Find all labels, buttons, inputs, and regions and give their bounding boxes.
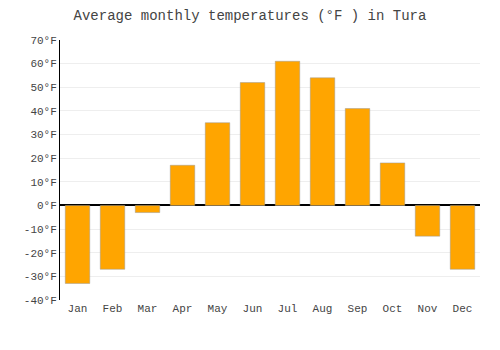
svg-text:30°F: 30°F <box>30 129 56 141</box>
svg-text:Feb: Feb <box>103 303 123 315</box>
svg-text:50°F: 50°F <box>30 82 56 94</box>
svg-text:-20°F: -20°F <box>24 248 57 260</box>
svg-text:Sep: Sep <box>348 303 368 315</box>
svg-text:Jun: Jun <box>243 303 263 315</box>
svg-text:40°F: 40°F <box>30 106 56 118</box>
svg-text:Aug: Aug <box>313 303 333 315</box>
svg-text:60°F: 60°F <box>30 58 56 70</box>
svg-text:-30°F: -30°F <box>24 271 57 283</box>
svg-text:Mar: Mar <box>138 303 158 315</box>
svg-text:Apr: Apr <box>173 303 193 315</box>
svg-text:Oct: Oct <box>383 303 403 315</box>
svg-text:Dec: Dec <box>453 303 473 315</box>
svg-text:Average monthly temperatures (: Average monthly temperatures (°F ) in Tu… <box>74 8 427 24</box>
svg-text:Jul: Jul <box>278 303 298 315</box>
svg-text:70°F: 70°F <box>30 35 56 47</box>
svg-text:0°F: 0°F <box>37 200 57 212</box>
svg-text:-40°F: -40°F <box>24 295 57 307</box>
svg-text:-10°F: -10°F <box>24 224 57 236</box>
svg-text:Nov: Nov <box>418 303 438 315</box>
svg-text:Jan: Jan <box>68 303 88 315</box>
svg-text:10°F: 10°F <box>30 177 56 189</box>
svg-text:20°F: 20°F <box>30 153 56 165</box>
svg-text:May: May <box>208 303 228 315</box>
